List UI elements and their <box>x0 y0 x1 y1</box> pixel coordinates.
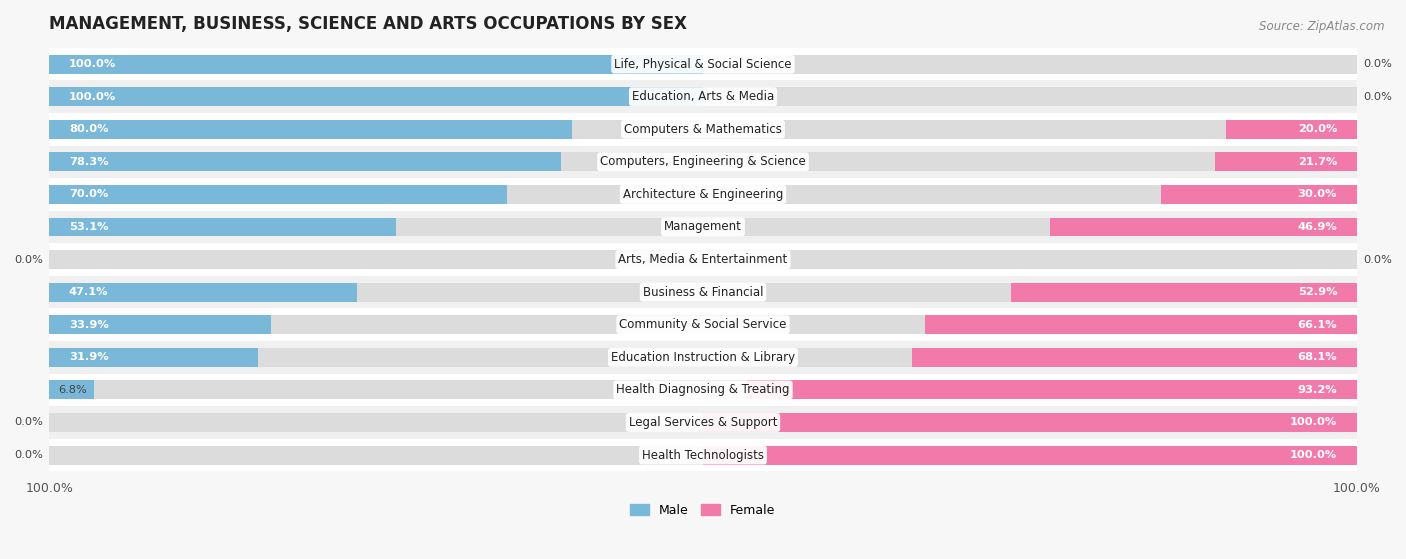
Text: 66.1%: 66.1% <box>1298 320 1337 330</box>
Text: Legal Services & Support: Legal Services & Support <box>628 416 778 429</box>
Bar <box>49 283 357 302</box>
Text: Health Technologists: Health Technologists <box>643 448 763 462</box>
Text: 0.0%: 0.0% <box>14 418 42 428</box>
Text: 46.9%: 46.9% <box>1298 222 1337 232</box>
Bar <box>49 145 1357 178</box>
Text: 100.0%: 100.0% <box>1289 418 1337 428</box>
Bar <box>748 381 1357 399</box>
Bar <box>49 315 271 334</box>
Legend: Male, Female: Male, Female <box>626 499 780 522</box>
Text: 70.0%: 70.0% <box>69 190 108 200</box>
Bar <box>49 243 1357 276</box>
Bar <box>49 211 1357 243</box>
Text: Arts, Media & Entertainment: Arts, Media & Entertainment <box>619 253 787 266</box>
Bar <box>49 87 1357 106</box>
Text: 100.0%: 100.0% <box>1289 450 1337 460</box>
Bar <box>49 185 1357 204</box>
Text: Education, Arts & Media: Education, Arts & Media <box>631 90 775 103</box>
Bar <box>49 120 1357 139</box>
Bar <box>49 87 703 106</box>
Bar <box>49 309 1357 341</box>
Text: 78.3%: 78.3% <box>69 157 108 167</box>
Bar <box>49 348 257 367</box>
Bar <box>49 276 1357 309</box>
Bar <box>1215 153 1357 171</box>
Text: 47.1%: 47.1% <box>69 287 108 297</box>
Text: Health Diagnosing & Treating: Health Diagnosing & Treating <box>616 383 790 396</box>
Text: 0.0%: 0.0% <box>14 450 42 460</box>
Bar <box>49 217 396 236</box>
Text: Architecture & Engineering: Architecture & Engineering <box>623 188 783 201</box>
Text: 100.0%: 100.0% <box>69 92 117 102</box>
Text: 0.0%: 0.0% <box>1364 59 1392 69</box>
Bar <box>49 153 561 171</box>
Text: MANAGEMENT, BUSINESS, SCIENCE AND ARTS OCCUPATIONS BY SEX: MANAGEMENT, BUSINESS, SCIENCE AND ARTS O… <box>49 15 688 33</box>
Text: 0.0%: 0.0% <box>1364 92 1392 102</box>
Text: 80.0%: 80.0% <box>69 124 108 134</box>
Bar <box>1226 120 1357 139</box>
Bar <box>49 178 1357 211</box>
Bar <box>49 48 1357 80</box>
Text: 53.1%: 53.1% <box>69 222 108 232</box>
Bar <box>49 80 1357 113</box>
Text: 6.8%: 6.8% <box>59 385 87 395</box>
Bar <box>703 446 1357 465</box>
Bar <box>49 153 1357 171</box>
Text: 30.0%: 30.0% <box>1298 190 1337 200</box>
Text: Computers & Mathematics: Computers & Mathematics <box>624 123 782 136</box>
Text: 68.1%: 68.1% <box>1298 352 1337 362</box>
Text: Education Instruction & Library: Education Instruction & Library <box>612 351 794 364</box>
Text: 0.0%: 0.0% <box>1364 254 1392 264</box>
Bar <box>1160 185 1357 204</box>
Bar <box>1011 283 1357 302</box>
Bar <box>49 381 94 399</box>
Bar <box>49 55 1357 74</box>
Text: 31.9%: 31.9% <box>69 352 108 362</box>
Bar <box>49 315 1357 334</box>
Text: 93.2%: 93.2% <box>1298 385 1337 395</box>
Bar <box>703 413 1357 432</box>
Text: Business & Financial: Business & Financial <box>643 286 763 299</box>
Bar <box>49 185 508 204</box>
Bar <box>49 406 1357 439</box>
Bar <box>925 315 1357 334</box>
Bar <box>49 373 1357 406</box>
Bar <box>1050 217 1357 236</box>
Text: Computers, Engineering & Science: Computers, Engineering & Science <box>600 155 806 168</box>
Bar <box>49 381 1357 399</box>
Text: 52.9%: 52.9% <box>1298 287 1337 297</box>
Text: 0.0%: 0.0% <box>14 254 42 264</box>
Bar <box>49 413 1357 432</box>
Text: 100.0%: 100.0% <box>69 59 117 69</box>
Text: Source: ZipAtlas.com: Source: ZipAtlas.com <box>1260 20 1385 32</box>
Text: 21.7%: 21.7% <box>1298 157 1337 167</box>
Bar <box>49 113 1357 145</box>
Text: Management: Management <box>664 220 742 234</box>
Bar <box>49 439 1357 471</box>
Text: 20.0%: 20.0% <box>1298 124 1337 134</box>
Bar <box>49 250 1357 269</box>
Bar <box>49 217 1357 236</box>
Bar <box>49 283 1357 302</box>
Bar <box>49 120 572 139</box>
Bar <box>49 341 1357 373</box>
Text: 33.9%: 33.9% <box>69 320 108 330</box>
Bar <box>49 55 703 74</box>
Text: Life, Physical & Social Science: Life, Physical & Social Science <box>614 58 792 70</box>
Bar <box>49 446 1357 465</box>
Bar <box>49 348 1357 367</box>
Bar <box>911 348 1357 367</box>
Text: Community & Social Service: Community & Social Service <box>619 318 787 331</box>
